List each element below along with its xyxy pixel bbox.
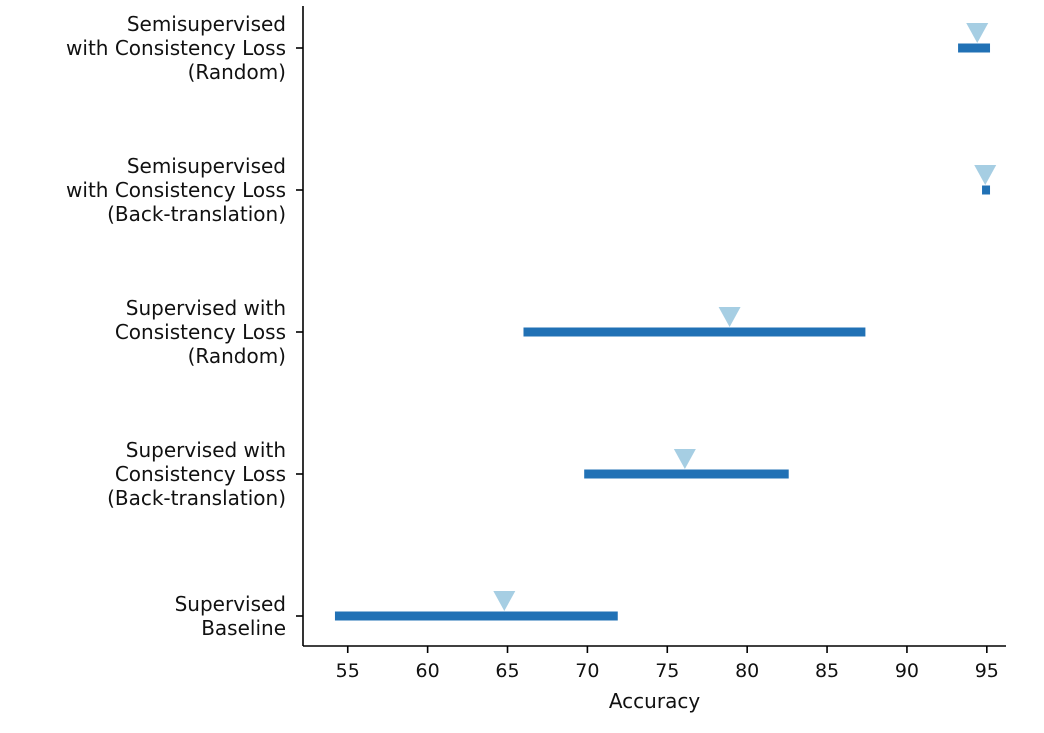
category-label-line: with Consistency Loss (66, 178, 286, 202)
x-tick-label: 70 (575, 660, 599, 682)
median-markers (493, 23, 997, 611)
category-label-line: (Random) (188, 60, 286, 84)
x-tick-label: 65 (495, 660, 519, 682)
category-label-line: Supervised with (126, 438, 286, 462)
median-marker (966, 23, 989, 43)
category-label-line: Baseline (201, 616, 286, 640)
range-bar (523, 327, 866, 337)
category-label-line: Supervised with (126, 296, 286, 320)
range-bar (334, 611, 618, 621)
median-marker (974, 165, 997, 185)
median-marker (493, 591, 516, 611)
x-tick-label: 90 (895, 660, 919, 682)
category-label-line: Consistency Loss (115, 320, 286, 344)
x-axis-ticks: 55 60 65 70 75 80 85 90 95 (336, 646, 999, 682)
range-bars (334, 43, 991, 621)
median-marker (673, 449, 696, 469)
x-tick-label: 80 (735, 660, 759, 682)
category-label-line: with Consistency Loss (66, 36, 286, 60)
category-label-line: Supervised (175, 592, 286, 616)
category-label-line: Semisupervised (127, 154, 286, 178)
range-bar (584, 469, 789, 479)
category-label-line: Consistency Loss (115, 462, 286, 486)
category-label-line: (Back-translation) (107, 202, 286, 226)
category-label-line: Semisupervised (127, 12, 286, 36)
category-label-line: (Back-translation) (107, 486, 286, 510)
x-tick-label: 85 (815, 660, 839, 682)
x-axis-title: Accuracy (609, 689, 700, 713)
category-label-line: (Random) (188, 344, 286, 368)
median-marker (718, 307, 741, 327)
x-tick-label: 55 (336, 660, 360, 682)
x-tick-label: 75 (655, 660, 679, 682)
range-bar (982, 185, 991, 195)
x-tick-label: 95 (975, 660, 999, 682)
x-tick-label: 60 (416, 660, 440, 682)
range-bar (958, 43, 991, 53)
